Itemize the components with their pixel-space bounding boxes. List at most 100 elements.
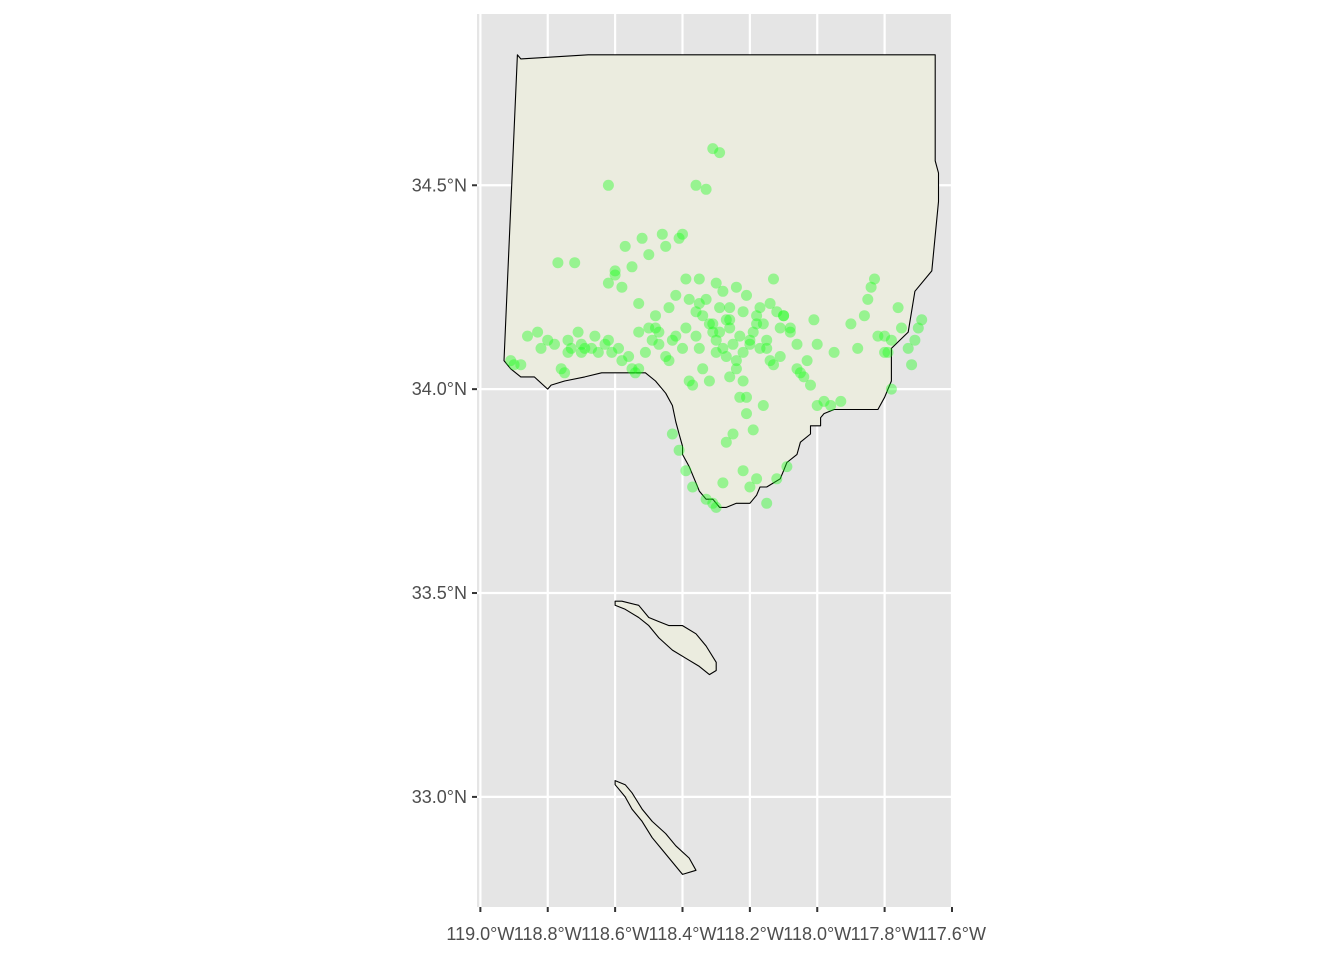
x-tick-label: 118.6°W <box>581 924 649 944</box>
data-point <box>761 342 773 354</box>
data-point <box>602 334 614 346</box>
data-point <box>626 363 638 375</box>
data-point <box>778 310 790 322</box>
data-point <box>741 391 752 403</box>
data-point <box>909 334 921 346</box>
data-point <box>751 318 763 330</box>
data-point <box>710 334 722 346</box>
data-point <box>680 465 692 477</box>
data-point <box>805 379 816 391</box>
data-point <box>703 375 715 387</box>
data-point <box>572 326 584 338</box>
data-point <box>535 342 547 354</box>
data-point <box>703 318 715 330</box>
data-point <box>714 302 726 314</box>
data-point <box>794 367 806 379</box>
data-point <box>717 477 729 489</box>
data-point <box>609 269 621 281</box>
data-point <box>606 346 618 358</box>
x-tick-label: 117.8°W <box>851 924 919 944</box>
data-point <box>720 436 732 448</box>
data-point <box>555 363 567 375</box>
data-point <box>552 257 564 269</box>
data-point <box>747 326 759 338</box>
data-point <box>707 326 719 338</box>
data-point <box>559 367 571 379</box>
data-point <box>650 310 661 322</box>
data-point <box>565 342 577 354</box>
data-point <box>825 400 837 411</box>
x-tick-label: 119.0°W <box>446 924 514 944</box>
data-point <box>754 342 766 354</box>
data-point <box>683 375 695 387</box>
x-tick-label: 118.8°W <box>514 924 582 944</box>
data-point <box>727 338 739 350</box>
data-point <box>623 351 635 362</box>
data-point <box>592 346 604 358</box>
data-point <box>734 391 746 403</box>
data-point <box>700 293 712 305</box>
data-point <box>549 338 560 350</box>
data-point <box>613 342 624 354</box>
data-point <box>757 400 769 411</box>
data-point <box>720 314 732 326</box>
data-point <box>602 277 614 289</box>
data-point <box>784 326 796 338</box>
data-point <box>673 232 685 244</box>
data-point <box>774 322 786 334</box>
data-point <box>714 147 726 159</box>
x-tick-label: 118.4°W <box>649 924 717 944</box>
data-point <box>589 330 601 342</box>
data-point <box>764 298 776 309</box>
data-point <box>616 355 628 367</box>
data-point <box>666 334 678 346</box>
region-san-clemente-island <box>614 780 697 875</box>
data-point <box>727 428 739 440</box>
data-point <box>774 351 786 362</box>
data-point <box>687 379 699 391</box>
data-point <box>778 310 790 322</box>
data-point <box>791 338 803 350</box>
data-point <box>835 395 847 407</box>
data-point <box>892 302 904 314</box>
data-point <box>852 342 864 354</box>
data-point <box>798 371 810 383</box>
data-point <box>818 395 830 407</box>
data-point <box>744 481 756 493</box>
data-point <box>872 330 884 342</box>
data-point <box>693 298 705 309</box>
data-point <box>626 261 638 273</box>
data-point <box>865 281 877 293</box>
data-point <box>744 334 756 346</box>
data-point <box>730 281 742 293</box>
data-point <box>690 330 702 342</box>
data-point <box>761 497 773 509</box>
data-point <box>690 179 702 191</box>
x-tick-label: 117.6°W <box>918 924 986 944</box>
data-point <box>542 334 554 346</box>
data-point <box>862 293 874 305</box>
data-point <box>714 326 726 338</box>
data-point <box>744 338 756 350</box>
data-point <box>663 355 675 367</box>
data-point <box>619 240 631 252</box>
data-point <box>653 338 665 350</box>
data-point <box>656 228 668 240</box>
data-point <box>599 338 611 350</box>
data-point <box>616 281 628 293</box>
data-point <box>768 273 779 285</box>
data-point <box>575 338 587 350</box>
data-point <box>660 240 672 252</box>
data-point <box>882 346 894 358</box>
data-point <box>784 322 796 334</box>
region-santa-catalina-island <box>614 600 717 676</box>
data-point <box>916 314 928 326</box>
data-point <box>653 326 665 338</box>
data-point <box>586 342 597 354</box>
data-point <box>643 322 655 334</box>
data-point <box>505 355 517 367</box>
data-point <box>808 314 820 326</box>
data-point <box>677 228 688 240</box>
data-point <box>690 306 702 318</box>
data-point <box>902 342 914 354</box>
